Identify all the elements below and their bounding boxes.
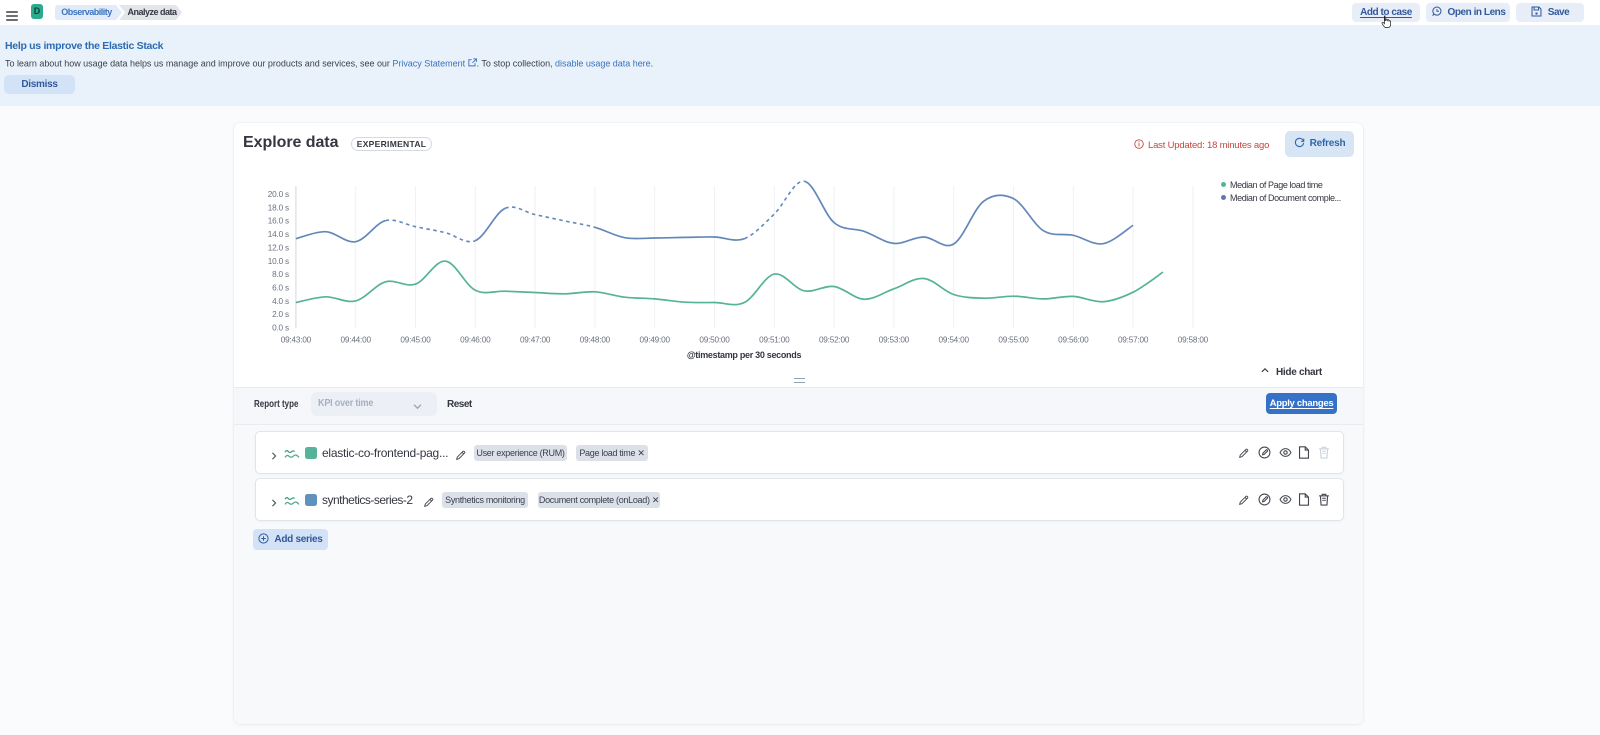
svg-text:4.0 s: 4.0 s — [272, 297, 289, 306]
svg-text:09:48:00: 09:48:00 — [580, 336, 611, 345]
svg-text:09:56:00: 09:56:00 — [1058, 336, 1089, 345]
svg-text:09:53:00: 09:53:00 — [879, 336, 910, 345]
svg-text:14.0 s: 14.0 s — [268, 230, 289, 239]
svg-text:09:49:00: 09:49:00 — [640, 336, 671, 345]
svg-text:8.0 s: 8.0 s — [272, 270, 289, 279]
svg-text:16.0 s: 16.0 s — [268, 217, 289, 226]
svg-text:09:57:00: 09:57:00 — [1118, 336, 1149, 345]
svg-text:09:54:00: 09:54:00 — [939, 336, 970, 345]
svg-text:09:50:00: 09:50:00 — [699, 336, 730, 345]
svg-text:2.0 s: 2.0 s — [272, 310, 289, 319]
svg-text:09:52:00: 09:52:00 — [819, 336, 850, 345]
svg-text:20.0 s: 20.0 s — [268, 190, 289, 199]
svg-text:12.0 s: 12.0 s — [268, 243, 289, 252]
svg-text:09:46:00: 09:46:00 — [460, 336, 491, 345]
svg-text:09:44:00: 09:44:00 — [341, 336, 372, 345]
svg-text:09:55:00: 09:55:00 — [998, 336, 1029, 345]
svg-text:09:45:00: 09:45:00 — [400, 336, 431, 345]
svg-text:09:43:00: 09:43:00 — [281, 336, 312, 345]
svg-text:09:58:00: 09:58:00 — [1178, 336, 1209, 345]
svg-text:18.0 s: 18.0 s — [268, 203, 289, 212]
svg-text:6.0 s: 6.0 s — [272, 284, 289, 293]
svg-text:09:47:00: 09:47:00 — [520, 336, 551, 345]
svg-text:09:51:00: 09:51:00 — [759, 336, 790, 345]
svg-text:0.0 s: 0.0 s — [272, 324, 289, 333]
svg-text:10.0 s: 10.0 s — [268, 257, 289, 266]
